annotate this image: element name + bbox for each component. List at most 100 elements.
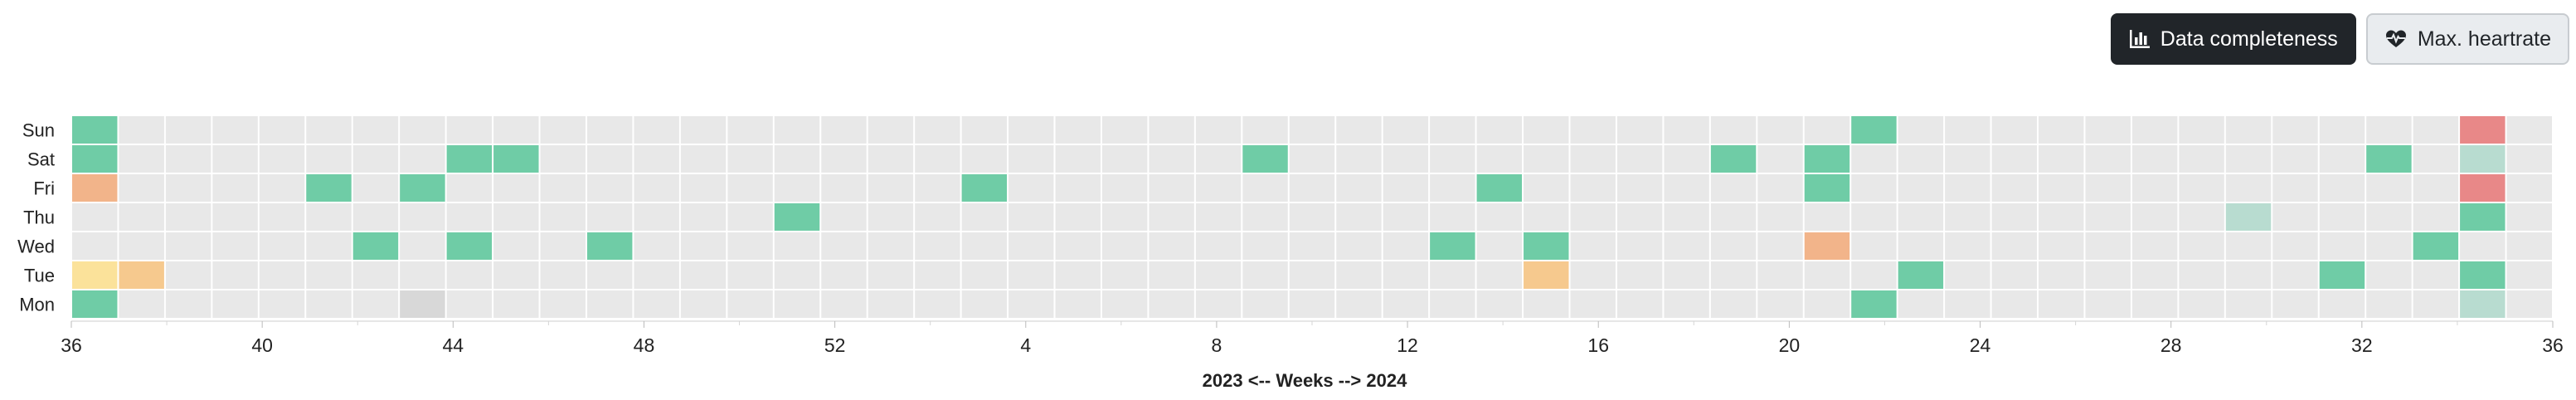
heatmap-cell — [2366, 290, 2412, 318]
heatmap-cell — [586, 174, 633, 202]
heatmap-cell — [1851, 232, 1897, 260]
heatmap-cell — [1616, 261, 1663, 289]
heatmap-cell — [1383, 145, 1429, 173]
heatmap-cell — [2179, 290, 2224, 318]
heatmap-cell — [1710, 232, 1757, 260]
heatmap-cell — [1616, 290, 1663, 318]
heatmap-cell — [1710, 203, 1757, 231]
heatmap-cell — [1804, 290, 1850, 318]
heatmap-cell — [493, 145, 539, 173]
heatmap-cell — [2179, 232, 2224, 260]
heatmap-cell — [821, 145, 867, 173]
heatmap-cell — [446, 203, 493, 231]
heatmap-cell — [352, 290, 399, 318]
heatmap-cell — [2366, 145, 2412, 173]
heatmap-cell — [1383, 174, 1429, 202]
heatmap-cell — [259, 290, 305, 318]
heatmap-cell — [1383, 261, 1429, 289]
heatmap-cell — [2460, 290, 2506, 318]
heatmap-cell — [586, 232, 633, 260]
heatmap-cell — [2272, 261, 2318, 289]
heatmap-cell — [1664, 290, 1709, 318]
heatmap-cell — [1242, 174, 1288, 202]
heatmap-cell — [727, 203, 773, 231]
heatmap-cell — [2225, 116, 2272, 144]
heatmap-cell — [1524, 261, 1569, 289]
heatmap-cell — [1195, 232, 1242, 260]
y-axis-label: Wed — [17, 237, 55, 257]
heatmap-cell — [2413, 290, 2459, 318]
heatmap-cell — [2319, 203, 2365, 231]
x-axis: 36 40 44 48 52 4 8 12 16 20 24 28 32 36 — [61, 320, 2564, 356]
heatmap-cell — [2131, 261, 2178, 289]
y-axis-label: Thu — [23, 207, 55, 228]
heatmap-cell — [1430, 203, 1475, 231]
heatmap-cell — [1383, 203, 1429, 231]
max-heartrate-label: Max. heartrate — [2417, 27, 2551, 51]
heatmap-cell — [1101, 232, 1148, 260]
chart-toolbar: Data completeness Max. heartrate — [2110, 13, 2569, 65]
heatmap-cell — [400, 174, 445, 202]
heatmap-cell — [1195, 290, 1242, 318]
heatmap-cell — [2085, 232, 2131, 260]
heatmap-cell — [352, 261, 399, 289]
heatmap-cell — [1616, 232, 1663, 260]
heatmap-cell — [400, 145, 445, 173]
heatmap-cell — [1570, 116, 1616, 144]
heatmap-cell — [727, 116, 773, 144]
heatmap-cell — [1009, 261, 1054, 289]
heatmap-cell — [868, 290, 914, 318]
heatmap-cell — [1195, 261, 1242, 289]
heatmap-cell — [1570, 232, 1616, 260]
heatmap-cell — [1336, 174, 1382, 202]
heatmap-cell — [1336, 203, 1382, 231]
heatmap-cell — [680, 203, 727, 231]
heatmap-cell — [1289, 261, 1335, 289]
heatmap-cell — [2366, 261, 2412, 289]
x-axis-tick-label: 24 — [1970, 334, 1991, 356]
heatmap-cell — [634, 232, 679, 260]
heatmap-cell — [2131, 174, 2178, 202]
heatmap-cell — [1476, 174, 1523, 202]
heatmap-cell — [727, 232, 773, 260]
heatmap-cell — [1430, 290, 1475, 318]
heatmap-cell — [727, 174, 773, 202]
heatmap-cell — [821, 261, 867, 289]
heatmap-cell — [1009, 174, 1054, 202]
heatmap-cell — [2460, 174, 2506, 202]
y-axis-label: Tue — [24, 266, 55, 286]
heatmap-cell — [2319, 174, 2365, 202]
heatmap-cell — [586, 116, 633, 144]
max-heartrate-button[interactable]: Max. heartrate — [2365, 13, 2569, 65]
heatmap-cell — [1242, 261, 1288, 289]
heatmap-cell — [306, 261, 352, 289]
heatmap-cell — [119, 145, 164, 173]
heatmap-cell — [1991, 174, 2038, 202]
heatmap-cell — [540, 174, 586, 202]
heatmap-cell — [2460, 116, 2506, 144]
heatmap-cell — [1336, 145, 1382, 173]
data-completeness-label: Data completeness — [2160, 27, 2338, 51]
heatmap-cell — [2039, 261, 2084, 289]
x-axis-tick-label: 44 — [443, 334, 464, 356]
heatmap-cell — [400, 116, 445, 144]
heatmap-cell — [165, 145, 211, 173]
x-axis-tick-label: 36 — [2542, 334, 2564, 356]
heatmap-cell — [1616, 145, 1663, 173]
heatmap-cell — [774, 261, 820, 289]
heatmap-cell — [2506, 116, 2552, 144]
x-axis-tick-label: 52 — [824, 334, 846, 356]
heatmap-cell — [2085, 145, 2131, 173]
heatmap-cell — [1945, 290, 1990, 318]
heatmap-cell — [1289, 174, 1335, 202]
heatmap-cell — [727, 145, 773, 173]
heatmap-cell — [72, 174, 118, 202]
heatmap-cell — [915, 290, 960, 318]
heatmap-cell — [1945, 145, 1990, 173]
heatmap-cell — [259, 203, 305, 231]
heatmap-cell — [680, 232, 727, 260]
heatmap-cell — [352, 174, 399, 202]
heatmap-cell — [1149, 261, 1194, 289]
data-completeness-button[interactable]: Data completeness — [2110, 13, 2356, 65]
